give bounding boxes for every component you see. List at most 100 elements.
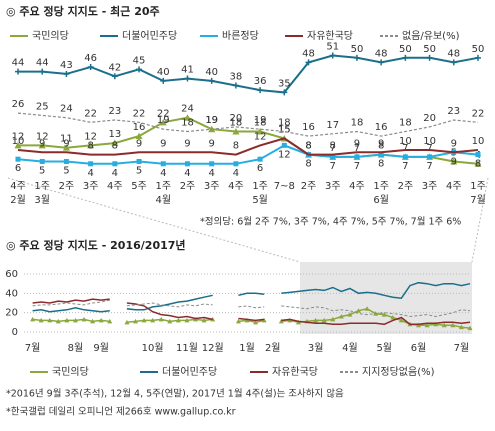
marker xyxy=(450,157,458,165)
x-month-label: 4월 xyxy=(155,194,171,206)
data-label: 12 xyxy=(254,131,267,142)
x-tick-label: 4주 xyxy=(228,181,244,192)
x-tick-label: 4주 xyxy=(349,181,365,192)
x-month-label: 2월 xyxy=(10,194,26,206)
x-tick-label: 3주 xyxy=(204,181,220,192)
marker xyxy=(441,322,447,328)
marker xyxy=(354,154,360,160)
marker xyxy=(184,161,190,167)
marker xyxy=(88,161,94,167)
marker xyxy=(64,317,70,323)
marker xyxy=(458,324,464,330)
y-tick-label: 0 xyxy=(12,327,18,338)
data-label: 22 xyxy=(84,108,97,119)
data-label: 19 xyxy=(157,115,170,126)
data-label: 12 xyxy=(36,131,49,142)
marker xyxy=(135,132,143,140)
x-tick-label: 4주 xyxy=(10,181,26,192)
marker xyxy=(330,154,336,160)
data-label: 6 xyxy=(257,163,263,174)
marker xyxy=(338,314,344,319)
marker xyxy=(390,315,396,320)
data-label: 44 xyxy=(12,58,25,69)
data-label: 46 xyxy=(84,53,97,64)
data-label: 15 xyxy=(278,124,291,135)
data-label: 18 xyxy=(351,118,364,129)
x-month-label: 6월 xyxy=(373,194,389,206)
data-label: 9 xyxy=(39,138,45,149)
data-label: 8 xyxy=(378,159,384,170)
x-tick-label: 1주 xyxy=(373,181,389,192)
series-line xyxy=(17,112,479,137)
marker xyxy=(39,158,45,164)
data-label: 22 xyxy=(157,108,170,119)
data-label: 23 xyxy=(447,106,460,117)
x-tick-label: 4주 xyxy=(107,181,123,192)
marker xyxy=(38,317,44,323)
data-label: 9 xyxy=(451,156,457,167)
data-label: 12 xyxy=(278,149,291,160)
marker xyxy=(353,54,360,61)
marker xyxy=(167,318,173,324)
marker xyxy=(201,317,207,323)
marker xyxy=(450,59,457,66)
x-tick-label: 1주 xyxy=(470,181,486,192)
data-label: 10 xyxy=(12,136,25,147)
data-label: 7 xyxy=(354,143,360,154)
marker xyxy=(356,308,361,313)
marker xyxy=(62,144,70,151)
data-label: 19 xyxy=(205,115,218,126)
series-line xyxy=(32,281,471,313)
data-label: 41 xyxy=(181,65,194,76)
data-label: 9 xyxy=(63,138,69,149)
x-tick-label: 5주 xyxy=(131,181,147,192)
marker xyxy=(330,316,336,322)
chart-title: ◎ 주요 정당 지지도 - 2016/2017년 xyxy=(6,238,186,252)
marker xyxy=(402,54,409,61)
marker xyxy=(232,82,239,89)
marker xyxy=(233,161,239,167)
data-label: 9 xyxy=(160,138,166,149)
marker xyxy=(184,317,190,323)
marker xyxy=(378,152,384,158)
data-label: 48 xyxy=(302,48,315,59)
series-line xyxy=(32,298,471,326)
data-label: 36 xyxy=(254,76,267,87)
data-label: 7 xyxy=(330,161,336,172)
data-label: 48 xyxy=(375,48,388,59)
marker xyxy=(38,141,46,149)
marker xyxy=(14,141,22,149)
data-label: 20 xyxy=(423,113,436,124)
x-tick-label: 1주 xyxy=(34,181,50,192)
data-label: 10 xyxy=(423,136,436,147)
data-label: 25 xyxy=(36,101,49,112)
x-tick-label: 7월 xyxy=(454,342,470,354)
data-label: 16 xyxy=(375,122,388,133)
x-tick-label: 9월 xyxy=(93,342,109,354)
data-label: 8 xyxy=(112,141,118,152)
x-tick-label: 1월 xyxy=(239,342,255,354)
data-label: 5 xyxy=(136,165,142,176)
marker xyxy=(257,87,264,94)
data-label: 18 xyxy=(230,118,243,129)
x-tick-label: 3주 xyxy=(422,181,438,192)
footnote: *2016년 9월 3주(추석), 12월 4, 5주(연말), 2017년 1… xyxy=(6,388,344,400)
data-label: 22 xyxy=(133,108,146,119)
data-label: 24 xyxy=(181,104,194,115)
data-label: 43 xyxy=(60,60,73,71)
data-label: 8 xyxy=(305,141,311,152)
marker xyxy=(398,317,404,323)
marker xyxy=(39,68,46,75)
series-line xyxy=(17,144,479,165)
legend-label: 지지정당없음(%) xyxy=(362,365,435,378)
data-label: 35 xyxy=(278,78,291,89)
data-label: 16 xyxy=(133,122,146,133)
data-label: 17 xyxy=(326,120,339,131)
x-tick-label: 11월 xyxy=(176,342,198,354)
marker xyxy=(124,319,130,325)
marker xyxy=(111,139,119,147)
marker xyxy=(281,89,288,96)
marker xyxy=(136,158,142,164)
legend-label: 바른정당 xyxy=(222,30,259,42)
marker xyxy=(424,322,430,328)
